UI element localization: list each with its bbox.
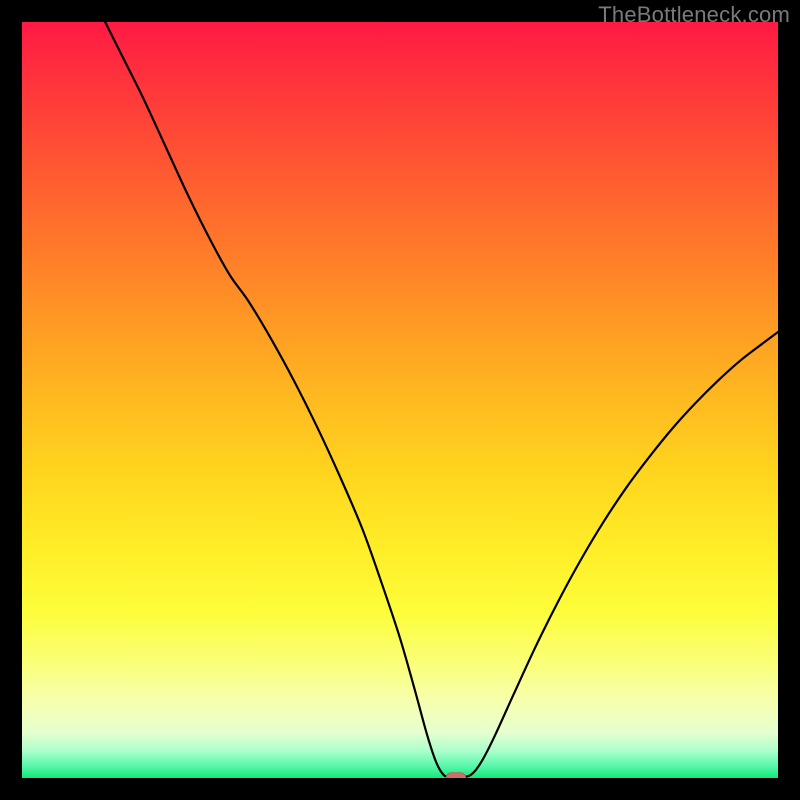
stage: TheBottleneck.com [0, 0, 800, 800]
bottleneck-curve-chart [22, 22, 778, 778]
optimal-point-marker [446, 773, 466, 778]
watermark-text: TheBottleneck.com [598, 2, 790, 28]
chart-background [22, 22, 778, 778]
